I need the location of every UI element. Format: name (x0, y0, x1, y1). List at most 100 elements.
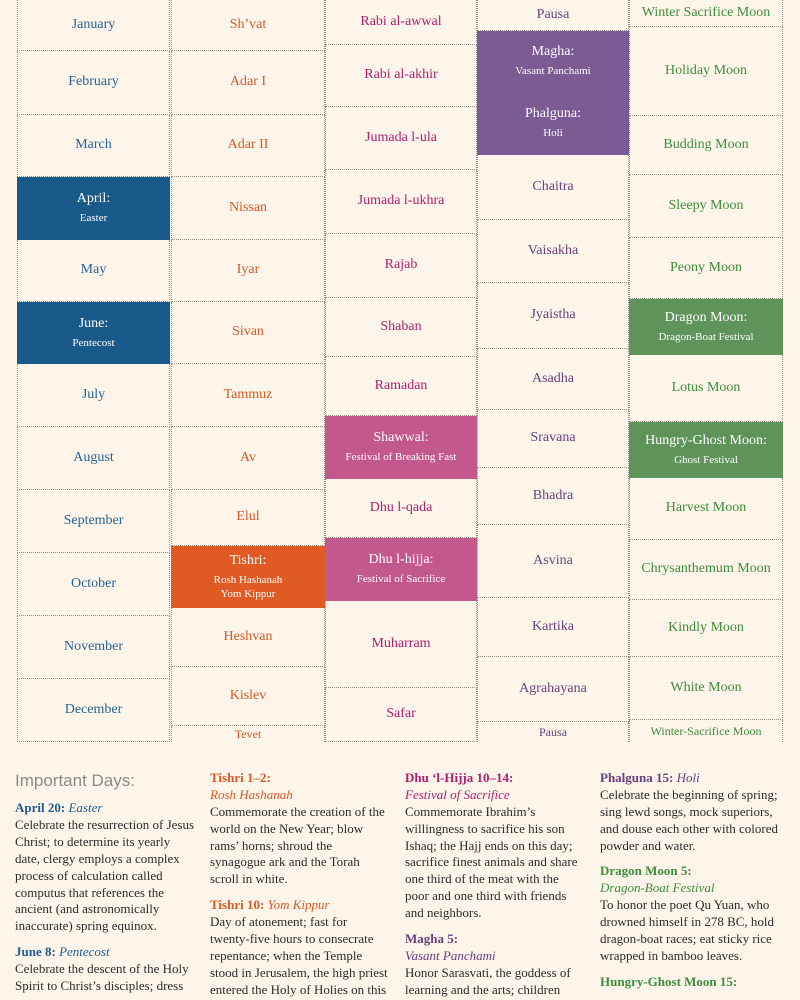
islamic-holiday-cell: Dhu l-hijja: Festival of Sacrifice (325, 538, 477, 601)
chinese-month-cell: Budding Moon (629, 116, 783, 175)
important-day-description: To honor the poet Qu Yuan, who drowned h… (600, 897, 775, 963)
holiday-label: Vasant Panchami (515, 65, 591, 78)
hebrew-holiday-cell: Tishri: Rosh Hashanah Yom Kippur (171, 546, 325, 608)
important-day-date: Phalguna 15: (600, 770, 674, 785)
month-label: Pausa (536, 6, 570, 22)
holiday-label: Rosh Hashanah (213, 573, 283, 586)
month-label: Tammuz (223, 386, 273, 402)
important-day-name: Holi (676, 770, 700, 785)
month-label: Asadha (532, 370, 574, 386)
important-day-name: Easter (68, 800, 103, 816)
chinese-month-cell: White Moon (629, 657, 783, 720)
chinese-month-cell: Holiday Moon (629, 27, 783, 116)
month-label: Sleepy Moon (668, 197, 744, 213)
chinese-month-cell: Harvest Moon (629, 478, 783, 540)
holiday-label: Festival of Sacrifice (356, 573, 446, 586)
important-day-date: June 8: (15, 944, 56, 960)
important-day-date: April 20: (15, 800, 66, 816)
holiday-label: Pentecost (72, 336, 115, 349)
month-label: April: (76, 191, 111, 207)
chinese-month-cell: Lotus Moon (629, 355, 783, 422)
month-label: Agrahayana (519, 680, 587, 696)
hebrew-month-cell: Iyar (171, 240, 325, 302)
important-day-description: Celebrate the beginning of spring; sing … (600, 786, 778, 853)
month-label: Iyar (236, 262, 260, 278)
month-label: Phalguna: (525, 106, 581, 122)
important-day-entry: Dhu ‘l-Hijja 10–14: Festival of Sacrifice… (405, 770, 585, 922)
hindu-month-cell: Pausa (477, 0, 629, 31)
month-label: Pausa (539, 724, 567, 739)
important-days-column: Phalguna 15: Holi Celebrate the beginning… (600, 770, 780, 1000)
month-label: Holiday Moon (664, 62, 748, 78)
month-label: December (64, 701, 123, 717)
month-label: Dragon Moon: (664, 309, 748, 325)
month-label: Chaitra (532, 178, 574, 194)
islamic-month-cell: Safar (325, 688, 477, 742)
month-label: White Moon (670, 679, 742, 695)
month-label: Sh’vat (229, 16, 267, 32)
holiday-label: Holi (543, 127, 563, 140)
hebrew-month-cell: Elul (171, 490, 325, 546)
month-label: Kislev (229, 687, 267, 703)
important-day-date: Tishri 10: (210, 897, 265, 913)
gregorian-month-cell: March (17, 115, 170, 177)
important-day-name: Vasant Panchami (405, 947, 496, 963)
month-label: Tishri: (229, 552, 267, 568)
important-day-name: Festival of Sacrifice (405, 786, 510, 802)
important-day-name: Rosh Hashanah (210, 786, 293, 802)
month-label: Vaisakha (527, 242, 579, 258)
important-day-date: Dragon Moon 5: (600, 863, 692, 879)
gregorian-month-cell: September (17, 490, 170, 553)
important-day-date: Magha 5: (405, 931, 459, 947)
important-day-heading: Hungry-Ghost Moon 15: (600, 974, 780, 991)
islamic-holiday-cell: Shawwal: Festival of Breaking Fast (325, 416, 477, 479)
important-day-name: Dragon-Boat Festival (600, 880, 715, 896)
important-day-heading: Magha 5: Vasant Panchami (405, 931, 585, 965)
chinese-month-cell: Winter-Sacrifice Moon (629, 720, 783, 742)
important-day-description: Day of atonement; fast for twenty-five h… (210, 914, 388, 1000)
important-day-heading: June 8: Pentecost (15, 944, 195, 961)
chinese-month-cell: Kindly Moon (629, 600, 783, 657)
month-label: August (73, 449, 114, 465)
holiday-label: Ghost Festival (674, 453, 738, 466)
month-label: Adar I (229, 74, 267, 90)
hindu-month-cell: Asadha (477, 349, 629, 410)
gregorian-month-cell: January (17, 0, 170, 51)
month-label: Kindly Moon (668, 619, 744, 635)
important-day-date: Dhu ‘l-Hijja 10–14: (405, 770, 514, 785)
hebrew-month-cell: Av (171, 427, 325, 490)
month-label: Tevet (234, 726, 262, 741)
hindu-month-cell: Agrahayana (477, 657, 629, 722)
month-label: Dhu l-qada (369, 499, 433, 515)
hebrew-month-cell: Adar II (171, 115, 325, 177)
month-label: October (70, 575, 117, 591)
month-label: Kartika (532, 618, 574, 634)
hindu-month-cell: Sravana (477, 410, 629, 468)
important-day-description: Celebrate the resurrection of Jesus Chri… (15, 816, 195, 934)
important-day-name: Pentecost (59, 944, 110, 960)
important-day-description: Honor Sarasvati, the goddess of learning… (405, 964, 571, 1000)
gregorian-month-cell: August (17, 427, 170, 490)
hebrew-month-cell: Sivan (171, 302, 325, 364)
important-day-description: Commemorate Ibrahim’s willingness to sac… (405, 803, 578, 921)
important-day-heading: Tishri 10: Yom Kippur (210, 897, 390, 914)
important-day-entry: Hungry-Ghost Moon 15: (600, 974, 780, 991)
hindu-month-cell: Vaisakha (477, 220, 629, 283)
month-label: Winter Sacrifice Moon (641, 4, 771, 20)
month-label: Bhadra (532, 487, 574, 503)
hindu-month-cell: Pausa (477, 722, 629, 742)
hebrew-month-cell: Adar I (171, 51, 325, 115)
hebrew-month-cell: Heshvan (171, 608, 325, 667)
month-label: Ramadan (374, 377, 428, 393)
gregorian-month-cell: November (17, 616, 170, 679)
hebrew-month-cell: Kislev (171, 667, 325, 726)
month-label: Elul (236, 509, 260, 525)
month-label: March (75, 137, 112, 153)
gregorian-month-cell: July (17, 364, 170, 427)
month-label: January (71, 16, 116, 32)
month-label: Jumada l-ula (365, 129, 437, 145)
islamic-month-cell: Dhu l-qada (325, 479, 477, 538)
important-day-heading: Phalguna 15: Holi (600, 770, 780, 787)
month-label: Rabi al-awwal (360, 13, 442, 29)
month-label: Lotus Moon (671, 379, 741, 395)
